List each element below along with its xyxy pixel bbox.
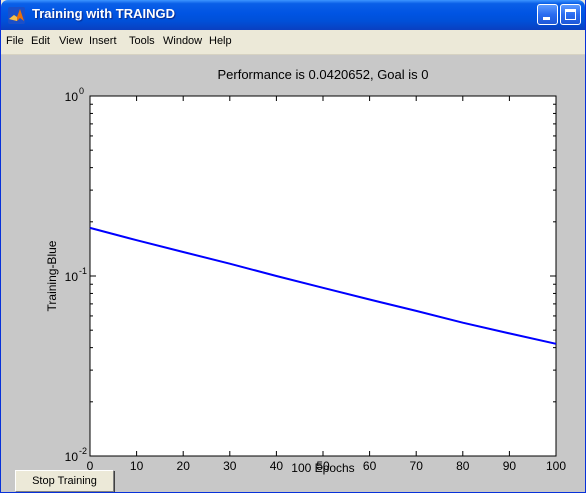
plot-title: Performance is 0.0420652, Goal is 0 bbox=[217, 67, 428, 82]
x-tick-label: 90 bbox=[503, 459, 517, 473]
x-tick-label: 10 bbox=[130, 459, 144, 473]
minimize-icon bbox=[543, 17, 550, 20]
y-axis-label: Training-Blue bbox=[45, 240, 59, 311]
menu-file[interactable]: File bbox=[6, 35, 24, 47]
axes-area[interactable] bbox=[89, 95, 557, 457]
window-title: Training with TRAINGD bbox=[32, 6, 175, 21]
matlab-logo-icon bbox=[8, 7, 25, 24]
x-tick-label: 100 bbox=[546, 459, 566, 473]
y-tick-label: 10 bbox=[65, 90, 79, 104]
performance-plot: Performance is 0.0420652, Goal is 0 0 10 2… bbox=[45, 67, 566, 475]
menu-help[interactable]: Help bbox=[209, 35, 232, 47]
y-tick-exponent: -2 bbox=[79, 446, 87, 456]
x-tick-label: 50 bbox=[316, 459, 330, 473]
training-performance-line bbox=[89, 226, 557, 345]
stop-training-button[interactable]: Stop Training bbox=[15, 470, 114, 492]
x-tick-label: 0 bbox=[87, 459, 94, 473]
x-axis: 0 10 20 30 40 50 60 70 80 90 100 bbox=[87, 96, 566, 473]
y-tick-label: 10 bbox=[65, 270, 79, 284]
menu-window[interactable]: Window bbox=[163, 35, 203, 47]
minimize-button[interactable] bbox=[537, 4, 558, 25]
maximize-button[interactable] bbox=[560, 4, 581, 25]
x-tick-label: 80 bbox=[456, 459, 470, 473]
title-bar[interactable]: Training with TRAINGD bbox=[1, 0, 585, 30]
menu-edit[interactable]: Edit bbox=[31, 35, 50, 47]
menu-tools[interactable]: Tools bbox=[129, 35, 155, 47]
x-tick-label: 40 bbox=[270, 459, 284, 473]
y-tick-exponent: 0 bbox=[79, 86, 84, 96]
y-tick-exponent: -1 bbox=[79, 266, 87, 276]
x-axis-label: 100 Epochs bbox=[291, 461, 354, 475]
series-layer bbox=[89, 226, 557, 345]
x-tick-label: 70 bbox=[410, 459, 424, 473]
x-tick-label: 30 bbox=[223, 459, 237, 473]
figure-area: Performance is 0.0420652, Goal is 0 0 10 2… bbox=[1, 55, 585, 492]
menu-view[interactable]: View bbox=[59, 35, 83, 47]
x-tick-label: 20 bbox=[177, 459, 191, 473]
maximize-icon bbox=[565, 9, 576, 20]
x-tick-label: 60 bbox=[363, 459, 377, 473]
y-tick-label: 10 bbox=[65, 450, 79, 464]
menu-bar: File Edit View Insert Tools Window Help bbox=[1, 30, 585, 55]
menu-insert[interactable]: Insert bbox=[89, 35, 117, 47]
